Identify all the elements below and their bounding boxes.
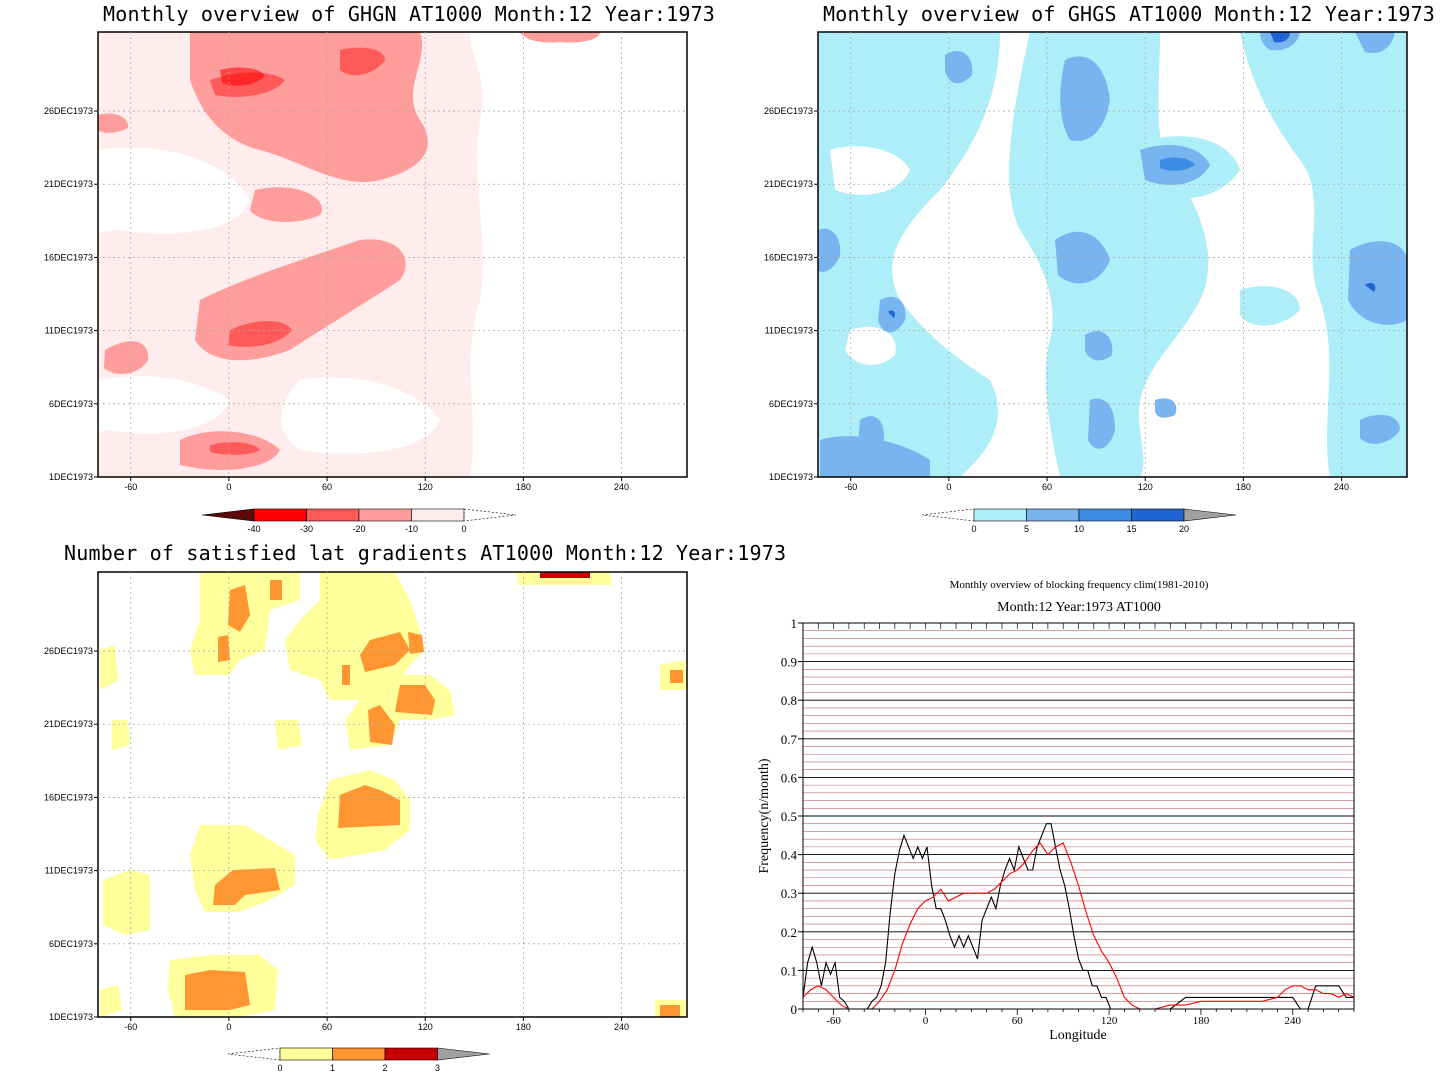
ghgs-ytick-label: 26DEC1973 [764, 106, 813, 116]
ghgn-colorbar-box [411, 508, 465, 522]
ghgs-title: Monthly overview of GHGS AT1000 Month:12… [823, 2, 1436, 26]
ghgn-xtick-label: 60 [322, 482, 332, 492]
ghgn-ytick-label: 26DEC1973 [44, 106, 93, 116]
ghgs-ytick-label: 1DEC1973 [769, 472, 813, 482]
frequency-ytick-label: 0.3 [781, 886, 797, 901]
frequency-ylabel: Frequency(n/month) [757, 758, 772, 873]
ghgs-colorbar-box [1131, 508, 1185, 522]
gradients-colorbar-label: 3 [435, 1063, 440, 1073]
ghgs-ytick-label: 16DEC1973 [764, 252, 813, 262]
frequency-ytick-label: 0.7 [781, 732, 798, 747]
frequency-ytick-label: 0.2 [781, 925, 797, 940]
gradients-xtick-label: 240 [614, 1022, 629, 1032]
frequency-ytick-label: 0.8 [781, 693, 797, 708]
ghgs-colorbar-label: 20 [1179, 524, 1189, 534]
ghgs-ytick-label: 11DEC1973 [765, 326, 813, 336]
gradients-colorbar-label: 1 [330, 1063, 335, 1073]
frequency-ytick-label: 0.4 [781, 848, 798, 863]
gradients-colorbar-label: 2 [382, 1063, 387, 1073]
ghgs-colorbar-label: 0 [971, 524, 976, 534]
frequency-ytick-label: 0.5 [781, 809, 797, 824]
frequency-xtick-label: 120 [1101, 1015, 1118, 1027]
ghgs-xtick-label: -60 [844, 482, 857, 492]
ghgs-xtick-label: 120 [1138, 482, 1153, 492]
ghgn-colorbar-right-triangle [463, 508, 517, 522]
ghgn-title: Monthly overview of GHGN AT1000 Month:12… [103, 2, 716, 26]
frequency-ytick-label: 0.6 [781, 770, 798, 785]
gradients-xtick-label: 180 [516, 1022, 531, 1032]
frequency-ytick-label: 1 [791, 616, 798, 631]
gradients-ytick-label: 1DEC1973 [49, 1012, 93, 1022]
ghgn-ytick-label: 11DEC1973 [45, 326, 93, 336]
gradients-xtick-label: 0 [226, 1022, 231, 1032]
ghgn-colorbar-box [358, 508, 412, 522]
ghgn-xtick-label: 120 [418, 482, 433, 492]
ghgs-colorbar-right-triangle [1183, 508, 1237, 522]
gradients-colorbar-left-triangle [227, 1047, 281, 1061]
ghgs-colorbar-label: 15 [1126, 524, 1136, 534]
ghgs-xtick-label: 0 [946, 482, 951, 492]
ghgn-xtick-label: 0 [226, 482, 231, 492]
ghgs-colorbar-left-triangle [921, 508, 975, 522]
ghgs-xtick-label: 180 [1236, 482, 1251, 492]
ghgn-map [97, 31, 688, 478]
gradients-xtick-label: -60 [124, 1022, 137, 1032]
gradients-colorbar-box [279, 1047, 333, 1061]
gradients-colorbar-right-triangle [437, 1047, 490, 1061]
gradients-xtick-label: 60 [322, 1022, 332, 1032]
frequency-xtick-label: 0 [923, 1015, 929, 1027]
gradients-ytick-label: 21DEC1973 [44, 719, 93, 729]
frequency-series-line-1 [803, 823, 1354, 1009]
ghgs-xtick-label: 240 [1334, 482, 1349, 492]
ghgn-ytick-label: 21DEC1973 [44, 179, 93, 189]
frequency-subtitle: Month:12 Year:1973 AT1000 [997, 600, 1161, 615]
ghgn-ytick-label: 6DEC1973 [49, 399, 93, 409]
ghgn-xtick-label: 240 [614, 482, 629, 492]
ghgn-ytick-label: 1DEC1973 [49, 472, 93, 482]
gradients-colorbar-box [332, 1047, 386, 1061]
ghgn-colorbar-label: 0 [461, 524, 466, 534]
ghgn-xtick-label: -60 [124, 482, 137, 492]
ghgn-colorbar-box [306, 508, 360, 522]
ghgn-colorbar-left-triangle [201, 508, 255, 522]
ghgs-colorbar-box [1078, 508, 1132, 522]
ghgs-ytick-label: 6DEC1973 [769, 399, 813, 409]
frequency-ytick-label: 0.1 [781, 963, 797, 978]
frequency-xtick-label: 60 [1012, 1015, 1024, 1027]
ghgs-colorbar-label: 5 [1024, 524, 1029, 534]
gradients-ytick-label: 26DEC1973 [44, 646, 93, 656]
frequency-chart: Monthly overview of blocking frequency c… [757, 579, 1355, 1043]
gradients-xtick-label: 120 [418, 1022, 433, 1032]
frequency-ytick-label: 0.9 [781, 655, 797, 670]
frequency-title: Monthly overview of blocking frequency c… [950, 579, 1209, 591]
ghgs-xtick-label: 60 [1042, 482, 1052, 492]
frequency-xlabel: Longitude [1049, 1028, 1107, 1043]
ghgn-colorbar-label: -10 [405, 524, 418, 534]
frequency-ytick-label: 0 [791, 1002, 798, 1017]
ghgn-colorbar-box [253, 508, 307, 522]
gradients-map [97, 571, 688, 1018]
gradients-title: Number of satisfied lat gradients AT1000… [64, 541, 787, 565]
ghgs-map [817, 31, 1408, 478]
gradients-ytick-label: 16DEC1973 [44, 792, 93, 802]
frequency-xtick-label: 180 [1193, 1015, 1210, 1027]
ghgs-colorbar-label: 10 [1074, 524, 1084, 534]
gradients-colorbar-label: 0 [277, 1063, 282, 1073]
frequency-series-line-2 [803, 842, 1354, 1009]
ghgn-colorbar-label: -40 [247, 524, 260, 534]
ghgs-colorbar-box [973, 508, 1027, 522]
gradients-colorbar-box [384, 1047, 438, 1061]
ghgs-ytick-label: 21DEC1973 [764, 179, 813, 189]
ghgn-colorbar-label: -20 [352, 524, 365, 534]
ghgn-colorbar-label: -30 [300, 524, 313, 534]
frequency-xtick-label: 240 [1285, 1015, 1302, 1027]
ghgs-colorbar-box [1026, 508, 1080, 522]
gradients-ytick-label: 11DEC1973 [45, 866, 93, 876]
ghgn-ytick-label: 16DEC1973 [44, 252, 93, 262]
frequency-xtick-label: -60 [826, 1015, 841, 1027]
ghgn-xtick-label: 180 [516, 482, 531, 492]
gradients-ytick-label: 6DEC1973 [49, 939, 93, 949]
